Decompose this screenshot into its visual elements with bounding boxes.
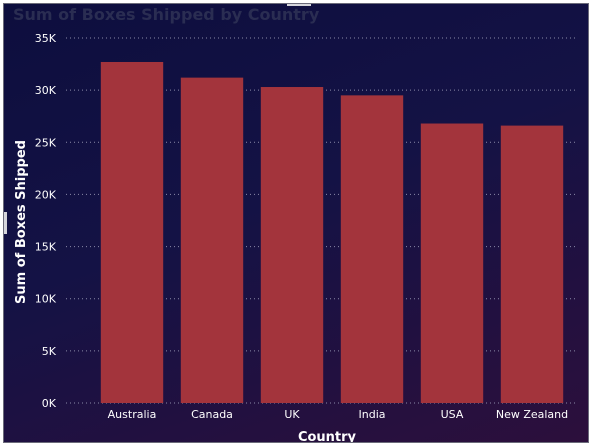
y-axis-title: Sum of Boxes Shipped xyxy=(14,140,29,304)
top-resize-handle[interactable] xyxy=(287,4,311,6)
y-tick-label: 20K xyxy=(35,188,57,201)
bar-india[interactable] xyxy=(340,95,404,403)
y-tick-label: 15K xyxy=(35,241,57,254)
x-tick-label: Canada xyxy=(191,408,233,421)
x-tick-label: New Zealand xyxy=(496,408,568,421)
x-axis-ticks: Australia Canada UK India USA New Zealand xyxy=(108,408,568,421)
y-tick-label: 30K xyxy=(35,84,57,97)
y-tick-label: 0K xyxy=(42,397,57,410)
x-tick-label: India xyxy=(359,408,386,421)
y-tick-label: 5K xyxy=(42,345,57,358)
x-axis-title: Country xyxy=(298,430,357,443)
x-tick-label: USA xyxy=(441,408,464,421)
y-tick-label: 25K xyxy=(35,136,57,149)
y-tick-label: 10K xyxy=(35,293,57,306)
bar-canada[interactable] xyxy=(180,77,244,403)
bar-usa[interactable] xyxy=(420,123,484,403)
bar-new-zealand[interactable] xyxy=(500,125,564,403)
x-tick-label: Australia xyxy=(108,408,157,421)
chart-visual[interactable]: Sum of Boxes Shipped by Country 0K 5K 10K 1… xyxy=(3,3,589,443)
chart-title: Sum of Boxes Shipped by Country xyxy=(13,5,320,24)
bar-australia[interactable] xyxy=(100,61,164,403)
x-tick-label: UK xyxy=(284,408,300,421)
bars xyxy=(100,61,564,403)
bar-uk[interactable] xyxy=(260,87,324,403)
y-tick-label: 35K xyxy=(35,32,57,45)
y-axis-ticks: 0K 5K 10K 15K 20K 25K 30K 35K xyxy=(35,32,57,410)
left-resize-handle[interactable] xyxy=(4,212,7,234)
bar-chart: 0K 5K 10K 15K 20K 25K 30K 35K Australia Canada UK… xyxy=(14,32,577,443)
